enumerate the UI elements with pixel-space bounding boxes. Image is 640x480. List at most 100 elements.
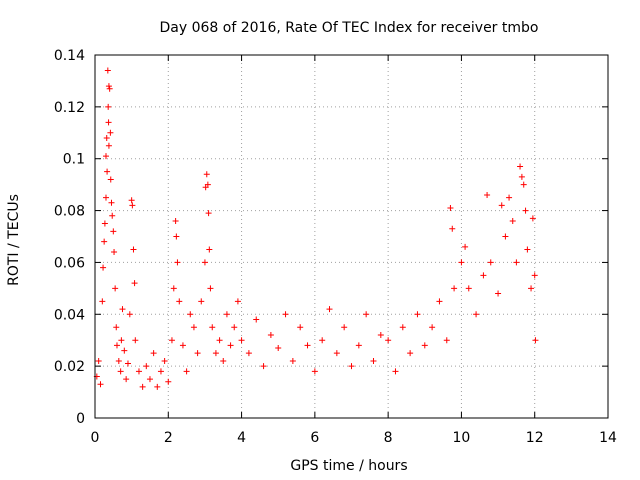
data-point bbox=[234, 298, 241, 305]
data-point bbox=[341, 324, 348, 331]
data-point bbox=[115, 357, 122, 364]
data-point bbox=[110, 228, 117, 235]
data-point bbox=[465, 285, 472, 292]
data-point bbox=[174, 259, 181, 266]
data-point bbox=[223, 311, 230, 318]
data-point bbox=[102, 194, 109, 201]
data-point bbox=[119, 306, 126, 313]
data-point bbox=[124, 360, 131, 367]
data-point bbox=[517, 163, 524, 170]
data-point bbox=[201, 259, 208, 266]
data-point bbox=[105, 83, 112, 90]
data-point bbox=[104, 168, 111, 175]
data-point bbox=[297, 324, 304, 331]
data-point bbox=[319, 337, 326, 344]
x-tick-labels: 0 2 4 6 8 10 12 14 bbox=[91, 430, 617, 446]
data-point bbox=[194, 350, 201, 357]
data-point bbox=[170, 285, 177, 292]
chart-title: Day 068 of 2016, Rate Of TEC Index for r… bbox=[160, 20, 539, 36]
data-point bbox=[109, 212, 116, 219]
data-point bbox=[333, 350, 340, 357]
data-point bbox=[473, 311, 480, 318]
data-point bbox=[113, 324, 120, 331]
data-point bbox=[108, 199, 115, 206]
y-tick-label: 0.12 bbox=[54, 100, 85, 116]
data-point bbox=[220, 357, 227, 364]
data-point bbox=[128, 197, 135, 204]
data-point bbox=[161, 357, 168, 364]
data-point bbox=[531, 272, 538, 279]
y-tick-label: 0.08 bbox=[54, 204, 85, 220]
data-point bbox=[304, 342, 311, 349]
data-point bbox=[399, 324, 406, 331]
data-point bbox=[121, 347, 128, 354]
y-tick-label: 0.06 bbox=[54, 255, 85, 271]
data-point bbox=[451, 285, 458, 292]
data-point bbox=[183, 368, 190, 375]
data-point bbox=[267, 332, 274, 339]
data-point bbox=[139, 383, 146, 390]
data-point bbox=[157, 368, 164, 375]
data-point bbox=[203, 171, 210, 178]
data-point bbox=[154, 383, 161, 390]
data-point bbox=[101, 220, 108, 227]
data-point bbox=[107, 176, 114, 183]
data-point bbox=[377, 332, 384, 339]
y-tick-label: 0.1 bbox=[63, 152, 85, 168]
data-point bbox=[206, 246, 213, 253]
data-point bbox=[102, 153, 109, 160]
data-point bbox=[529, 215, 536, 222]
data-point bbox=[253, 316, 260, 323]
data-point bbox=[179, 342, 186, 349]
data-point bbox=[113, 342, 120, 349]
data-point bbox=[311, 368, 318, 375]
x-tick-label: 12 bbox=[526, 430, 544, 446]
data-point bbox=[363, 311, 370, 318]
data-point bbox=[227, 342, 234, 349]
y-axis-label: ROTI / TECUs bbox=[6, 194, 22, 286]
data-point bbox=[484, 192, 491, 199]
data-point bbox=[498, 202, 505, 209]
data-point bbox=[443, 337, 450, 344]
plot-frame bbox=[94, 54, 609, 419]
data-point bbox=[107, 129, 114, 136]
data-point bbox=[495, 290, 502, 297]
data-point bbox=[131, 280, 138, 287]
data-point bbox=[487, 259, 494, 266]
data-point bbox=[187, 311, 194, 318]
y-tick-label: 0.14 bbox=[54, 48, 85, 64]
data-point bbox=[104, 67, 111, 74]
data-point bbox=[168, 337, 175, 344]
y-tick-label: 0 bbox=[76, 411, 85, 427]
data-point bbox=[105, 103, 112, 110]
x-tick-label: 6 bbox=[310, 430, 319, 446]
data-point bbox=[355, 342, 362, 349]
y-tick-labels: 0 0.02 0.04 0.06 0.08 0.1 0.12 0.14 bbox=[54, 48, 85, 427]
x-tick-label: 10 bbox=[453, 430, 471, 446]
data-point bbox=[111, 249, 118, 256]
data-point bbox=[209, 324, 216, 331]
data-point bbox=[238, 337, 245, 344]
data-point bbox=[95, 357, 102, 364]
data-point bbox=[518, 173, 525, 180]
data-point bbox=[132, 337, 139, 344]
data-point bbox=[143, 363, 150, 370]
data-point bbox=[436, 298, 443, 305]
axis-ticks bbox=[94, 54, 609, 419]
data-point bbox=[117, 368, 124, 375]
data-point bbox=[370, 357, 377, 364]
data-point bbox=[112, 285, 119, 292]
data-point bbox=[524, 246, 531, 253]
data-point bbox=[103, 134, 110, 141]
data-point bbox=[105, 142, 112, 149]
y-tick-label: 0.04 bbox=[54, 307, 85, 323]
data-point bbox=[129, 202, 136, 209]
data-point bbox=[502, 233, 509, 240]
data-point bbox=[480, 272, 487, 279]
data-point bbox=[204, 181, 211, 188]
data-point bbox=[449, 225, 456, 232]
data-point bbox=[447, 204, 454, 211]
data-point bbox=[520, 181, 527, 188]
data-point bbox=[275, 344, 282, 351]
